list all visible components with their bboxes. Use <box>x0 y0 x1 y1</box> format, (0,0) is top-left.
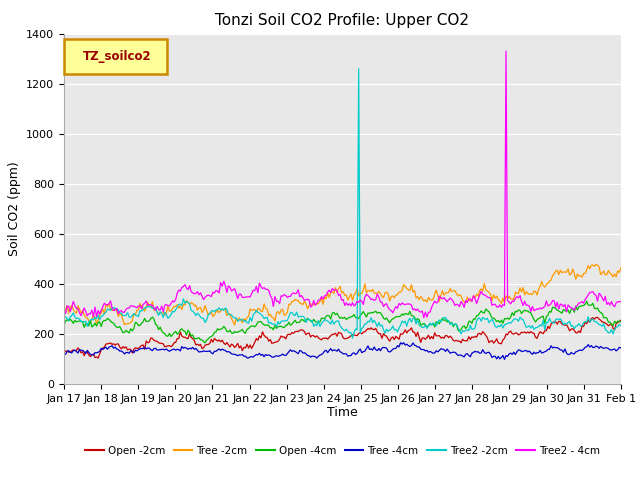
Line: Tree -2cm: Tree -2cm <box>64 264 621 325</box>
Open -2cm <box>246 342 254 348</box>
Tree2 - 4cm <box>254 290 262 296</box>
Tree2 -2cm <box>303 316 311 322</box>
Tree2 - 4cm <box>129 303 136 309</box>
Tree -2cm <box>246 306 254 312</box>
Open -2cm <box>617 317 625 323</box>
Line: Tree -4cm: Tree -4cm <box>64 343 621 360</box>
Tree -4cm <box>60 351 68 357</box>
Tree2 - 4cm <box>60 307 68 313</box>
Tree -4cm <box>500 357 508 362</box>
Tree2 -2cm <box>355 66 362 72</box>
Open -2cm <box>94 355 102 361</box>
Open -4cm <box>202 340 209 346</box>
Open -4cm <box>583 298 591 304</box>
Tree2 - 4cm <box>226 285 234 290</box>
Open -2cm <box>60 350 68 356</box>
Open -4cm <box>305 317 313 323</box>
Tree -2cm <box>60 310 68 315</box>
FancyBboxPatch shape <box>64 39 167 74</box>
Open -4cm <box>255 319 263 324</box>
Tree2 - 4cm <box>589 289 596 295</box>
Tree -2cm <box>231 322 239 328</box>
Tree -2cm <box>588 263 595 268</box>
Title: Tonzi Soil CO2 Profile: Upper CO2: Tonzi Soil CO2 Profile: Upper CO2 <box>216 13 469 28</box>
Line: Tree2 -2cm: Tree2 -2cm <box>64 69 621 338</box>
Tree -4cm <box>129 348 136 354</box>
Open -4cm <box>246 324 254 330</box>
Line: Tree2 - 4cm: Tree2 - 4cm <box>64 51 621 318</box>
Tree2 - 4cm <box>617 299 625 304</box>
Tree2 -2cm <box>349 335 356 341</box>
Open -4cm <box>589 300 596 306</box>
Line: Open -4cm: Open -4cm <box>64 301 621 343</box>
Tree2 -2cm <box>589 316 596 322</box>
Tree -2cm <box>255 306 263 312</box>
Tree2 - 4cm <box>303 296 311 302</box>
Tree -2cm <box>592 262 600 267</box>
Tree2 - 4cm <box>502 48 510 54</box>
Tree2 -2cm <box>129 313 136 319</box>
Tree -2cm <box>129 318 136 324</box>
Tree2 -2cm <box>617 323 625 329</box>
Text: TZ_soilco2: TZ_soilco2 <box>83 50 151 63</box>
Tree2 -2cm <box>226 312 234 318</box>
Tree -4cm <box>254 352 262 358</box>
Open -2cm <box>305 330 313 336</box>
Open -4cm <box>60 322 68 328</box>
Tree2 -2cm <box>244 320 252 326</box>
Open -4cm <box>129 328 136 334</box>
Y-axis label: Soil CO2 (ppm): Soil CO2 (ppm) <box>8 161 20 256</box>
Line: Open -2cm: Open -2cm <box>64 317 621 358</box>
Tree -2cm <box>617 265 625 271</box>
Open -4cm <box>617 319 625 325</box>
Tree -2cm <box>305 302 313 308</box>
Open -2cm <box>255 333 263 339</box>
Tree2 -2cm <box>60 314 68 320</box>
Open -4cm <box>228 330 236 336</box>
Open -2cm <box>130 347 138 352</box>
Tree -4cm <box>397 340 404 346</box>
Open -2cm <box>592 314 600 320</box>
Tree -4cm <box>617 345 625 351</box>
Legend: Open -2cm, Tree -2cm, Open -4cm, Tree -4cm, Tree2 -2cm, Tree2 - 4cm: Open -2cm, Tree -2cm, Open -4cm, Tree -4… <box>81 442 604 460</box>
Tree2 -2cm <box>254 309 262 315</box>
Tree -4cm <box>303 352 311 358</box>
Tree -4cm <box>244 355 252 361</box>
Tree2 - 4cm <box>244 294 252 300</box>
Tree -2cm <box>226 311 234 317</box>
Open -2cm <box>228 341 236 347</box>
Tree -4cm <box>589 345 596 350</box>
Tree -4cm <box>226 349 234 355</box>
Tree2 - 4cm <box>420 315 428 321</box>
Open -2cm <box>588 316 595 322</box>
X-axis label: Time: Time <box>327 407 358 420</box>
